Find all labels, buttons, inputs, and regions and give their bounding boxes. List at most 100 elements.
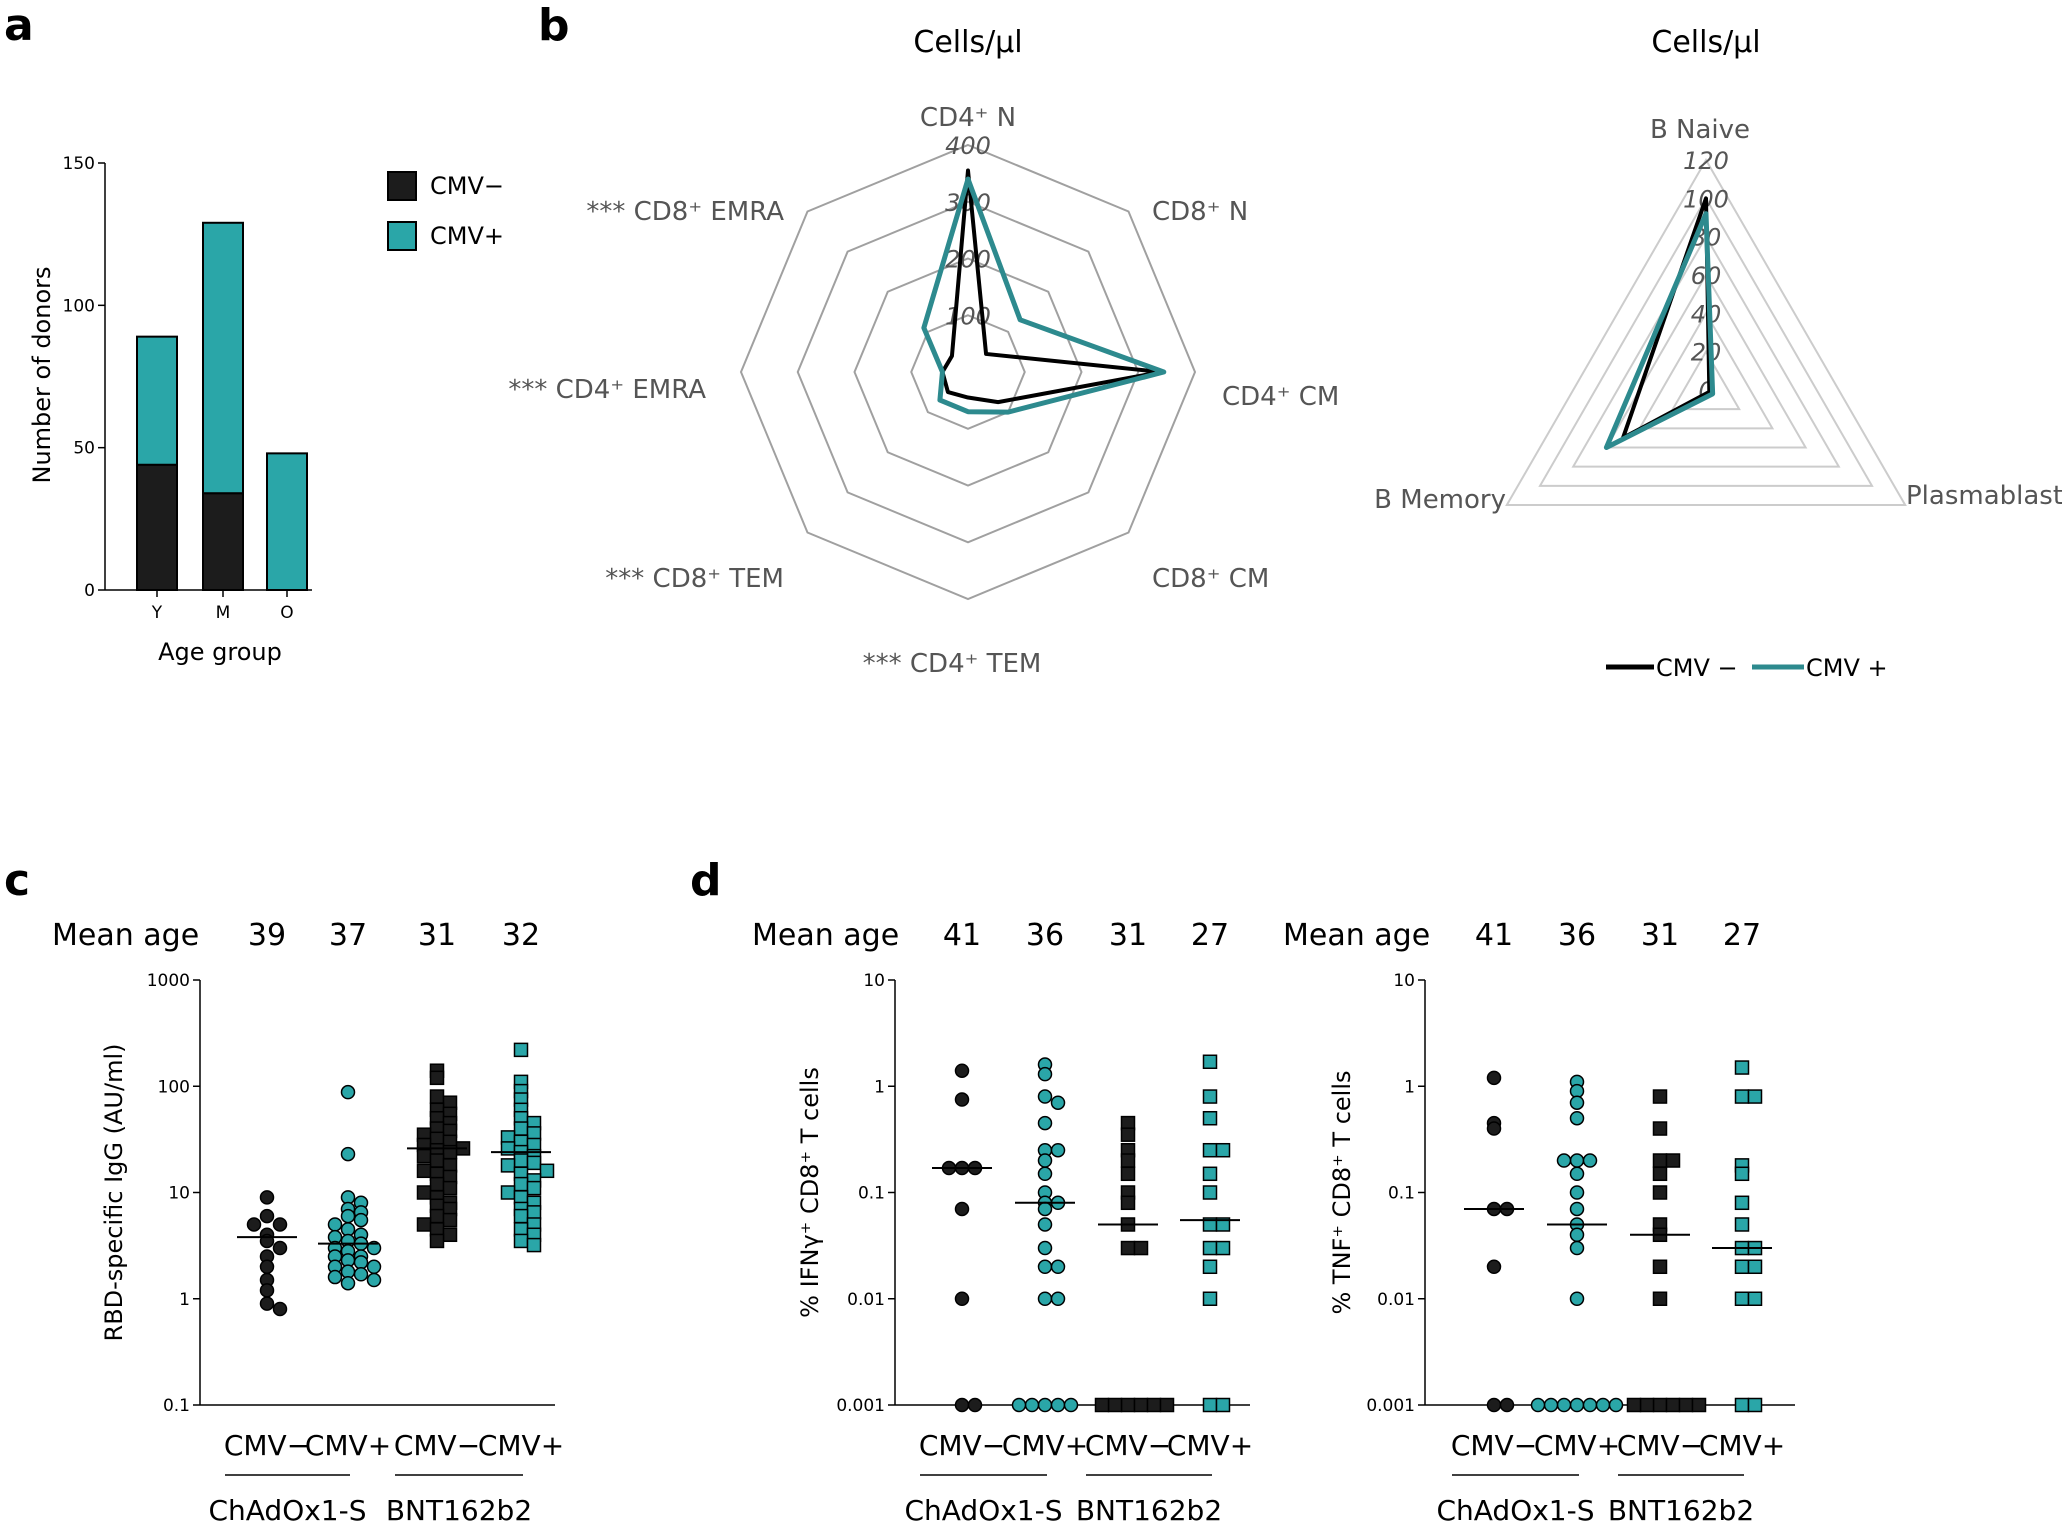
x-group-label: CMV− [394,1429,480,1462]
y-tick-label: 0.01 [1377,1290,1415,1310]
data-point [1652,1153,1668,1168]
x-group-label: CMV− [1451,1429,1537,1462]
mean-age-value: 27 [1191,918,1229,953]
data-point [1652,1121,1668,1136]
data-point [1120,1240,1136,1256]
data-point [1133,1240,1149,1256]
x-tick-label: Y [151,603,163,623]
data-point [1037,1166,1053,1182]
y-tick-label: 0.001 [1366,1396,1415,1416]
data-point [416,1217,432,1232]
x-tick-label: O [280,603,293,623]
data-point [526,1180,542,1196]
panel-label-b: b [538,0,570,51]
data-point [259,1190,275,1205]
data-point [967,1397,983,1413]
y-tick-label: 50 [73,439,95,459]
radar-series-cmv-pos [1603,211,1716,450]
data-point [1037,1291,1053,1306]
y-tick-label: 1 [874,1077,885,1097]
data-point [1734,1166,1750,1182]
data-point [340,1146,356,1162]
data-point [1202,1397,1218,1413]
data-point [1202,1054,1218,1070]
data-point [1120,1127,1136,1142]
radar-grid-ring [1571,234,1841,468]
radar-ring-label: 120 [1683,147,1729,175]
data-point [1050,1142,1066,1158]
data-point [1037,1240,1053,1256]
radar-grid-ring [1637,311,1775,430]
legend-label: CMV − [1656,654,1738,682]
data-point [340,1208,356,1224]
data-point [429,1070,445,1086]
data-point [1037,1089,1053,1104]
radar-axis-label: CD8⁺ N [1152,197,1248,227]
vaccine-label: ChAdOx1-S [904,1494,1062,1526]
data-point [1595,1397,1611,1413]
data-point [416,1163,432,1179]
panel-label-a: a [4,0,34,51]
data-point [1569,1240,1585,1256]
x-group-label: CMV+ [478,1429,564,1462]
data-point [366,1240,382,1256]
chart-d2: 0.001 0.01 0.1 1 10 % TNF⁺ CD8⁺ T cells Mean a… [1283,918,1795,1526]
radar-title: Cells/µl [913,25,1022,60]
y-axis-title: % TNF⁺ CD8⁺ T cells [1328,1070,1356,1314]
data-point [327,1217,343,1232]
data-point [1665,1397,1681,1413]
y-tick-label: 0.001 [836,1396,885,1416]
x-axis-title: Age group [158,638,282,666]
data-point [1202,1110,1218,1126]
data-point [1734,1291,1750,1306]
data-point [259,1283,275,1298]
data-point [1050,1397,1066,1413]
data-point [1652,1185,1668,1200]
data-point [366,1272,382,1288]
data-point [1202,1142,1218,1158]
data-point [1037,1201,1053,1217]
legend-label: CMV + [1806,654,1888,682]
radar-axis-label: B Naive [1650,115,1750,145]
mean-age-value: 31 [1109,918,1147,953]
radar-series-cmv-neg [940,168,1163,405]
y-tick-label: 10 [1393,971,1415,991]
data-point [1202,1166,1218,1182]
data-point [1734,1060,1750,1075]
data-point [340,1275,356,1291]
data-point [513,1233,529,1249]
x-group-label: CMV+ [1002,1429,1088,1462]
data-point [1120,1397,1136,1413]
data-point [1569,1110,1585,1126]
data-point [1652,1089,1668,1104]
data-point [366,1259,382,1275]
radar-grid-ring [853,257,1083,487]
data-point [1120,1153,1136,1168]
data-point [1734,1089,1750,1104]
chart-d1: 0.001 0.01 0.1 1 10 % IFNγ⁺ CD8⁺ T cells Mean … [752,918,1253,1526]
y-tick-label: 0.01 [847,1290,885,1310]
data-point [1146,1397,1162,1413]
mean-age-value: 31 [1641,918,1679,953]
radar-grid-ring [1538,196,1874,487]
mean-age-label: Mean age [752,918,899,953]
y-tick-label: 0.1 [1388,1184,1415,1204]
data-point [272,1240,288,1256]
x-group-label: CMV− [1617,1429,1703,1462]
data-point [1652,1397,1668,1413]
data-point [513,1176,529,1192]
radar-grid-ring [1505,157,1907,506]
data-point [442,1227,458,1243]
data-point [1569,1397,1585,1413]
data-point [416,1185,432,1200]
data-point [1569,1201,1585,1217]
mean-age-value: 31 [418,918,456,953]
y-tick-label: 100 [63,296,95,316]
y-tick-label: 10 [168,1184,190,1204]
radar-axis-label: CD4⁺ CM [1222,382,1339,412]
data-point [1037,1259,1053,1275]
data-point [954,1092,970,1107]
legend-swatch [387,171,417,201]
radar-grid-ring [739,143,1197,601]
